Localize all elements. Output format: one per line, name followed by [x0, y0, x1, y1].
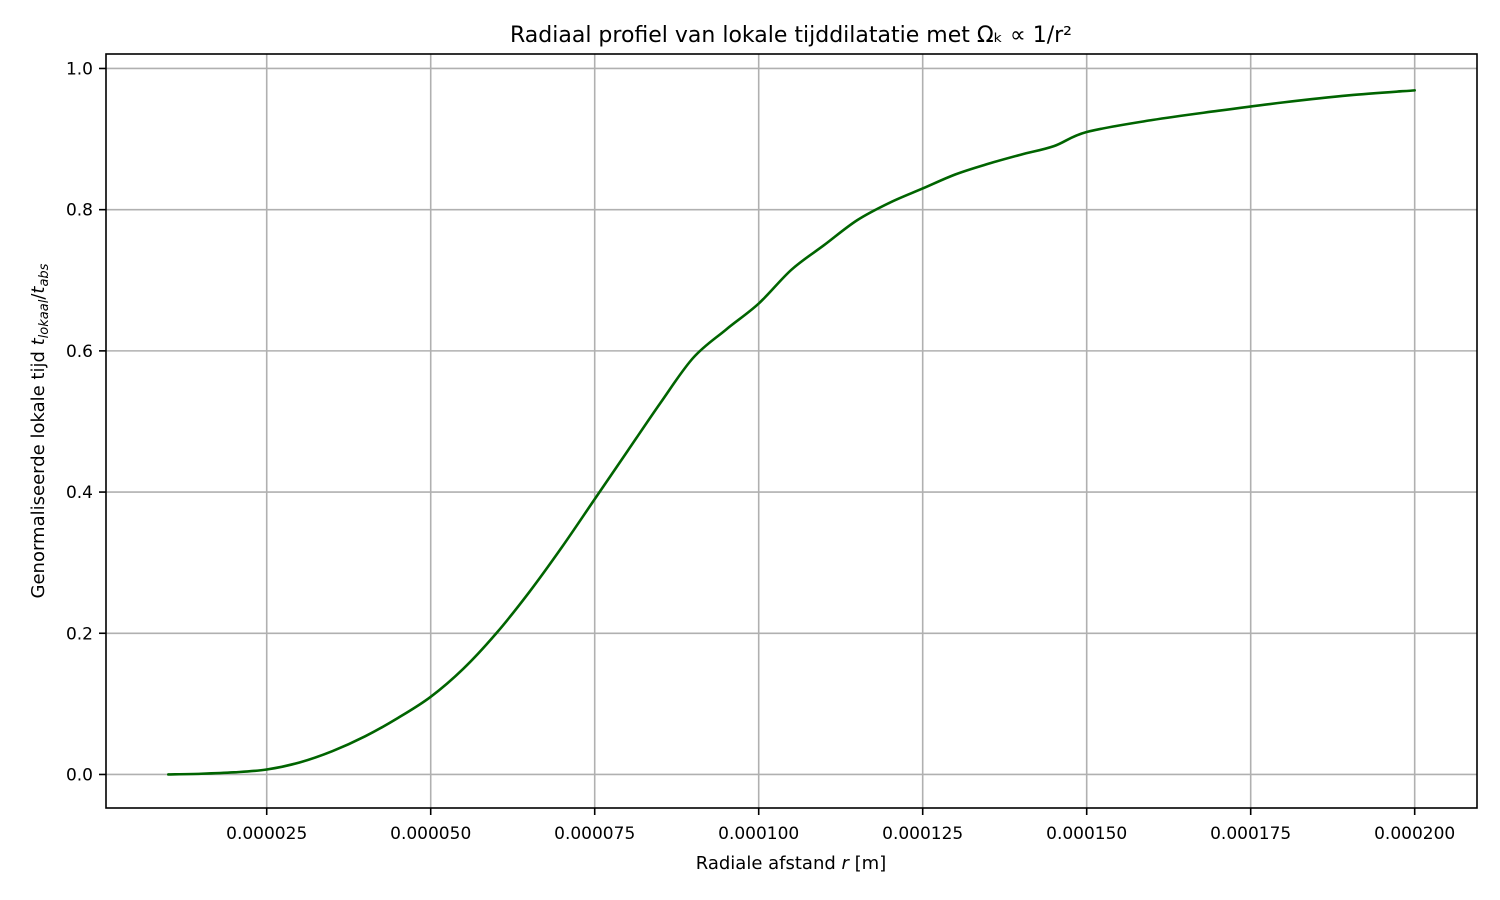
y-axis-label-denominator: t: [28, 286, 49, 294]
x-tick-label: 0.000025: [226, 824, 307, 844]
x-tick-label: 0.000125: [882, 824, 963, 844]
y-tick-label: 0.2: [66, 624, 93, 644]
y-axis-label-denominator-subscript: abs: [37, 263, 52, 286]
grid: [106, 54, 1477, 808]
y-axis-label: Genormaliseerde lokale tijd tlokaal/tabs: [28, 263, 52, 598]
y-axis-label-slash: /: [28, 293, 49, 300]
y-tick-label: 0.4: [66, 483, 93, 503]
y-tick-label: 0.6: [66, 342, 93, 362]
x-axis-label-unit: [m]: [849, 853, 886, 874]
x-axis-label-prefix: Radiale afstand: [696, 853, 842, 874]
x-axis-label-variable: r: [842, 853, 851, 874]
x-axis-label: Radiale afstand r [m]: [696, 853, 887, 874]
y-axis-label-numerator-subscript: lokaal: [37, 299, 52, 338]
y-axis-ticks: 0.0 0.2 0.4 0.6 0.8 1.0: [66, 59, 106, 785]
x-tick-label: 0.000050: [390, 824, 471, 844]
y-tick-label: 0.8: [66, 201, 93, 221]
x-tick-label: 0.000150: [1046, 824, 1127, 844]
series-line: [167, 89, 1416, 776]
x-tick-label: 0.000175: [1210, 824, 1291, 844]
chart-title: Radiaal profiel van lokale tijddilatatie…: [510, 23, 1072, 48]
x-tick-label: 0.000075: [554, 824, 635, 844]
x-tick-label: 0.000100: [718, 824, 799, 844]
y-axis-label-numerator: t: [28, 337, 49, 345]
x-tick-label: 0.000200: [1374, 824, 1455, 844]
x-axis-ticks: 0.000025 0.000050 0.000075 0.000100 0.000125…: [226, 808, 1455, 844]
plot-frame: [105, 53, 1478, 809]
y-tick-label: 1.0: [66, 59, 93, 79]
series-layer: [167, 89, 1416, 776]
y-tick-label: 0.0: [66, 765, 93, 785]
y-axis-label-prefix: Genormaliseerde lokale tijd: [28, 345, 49, 598]
